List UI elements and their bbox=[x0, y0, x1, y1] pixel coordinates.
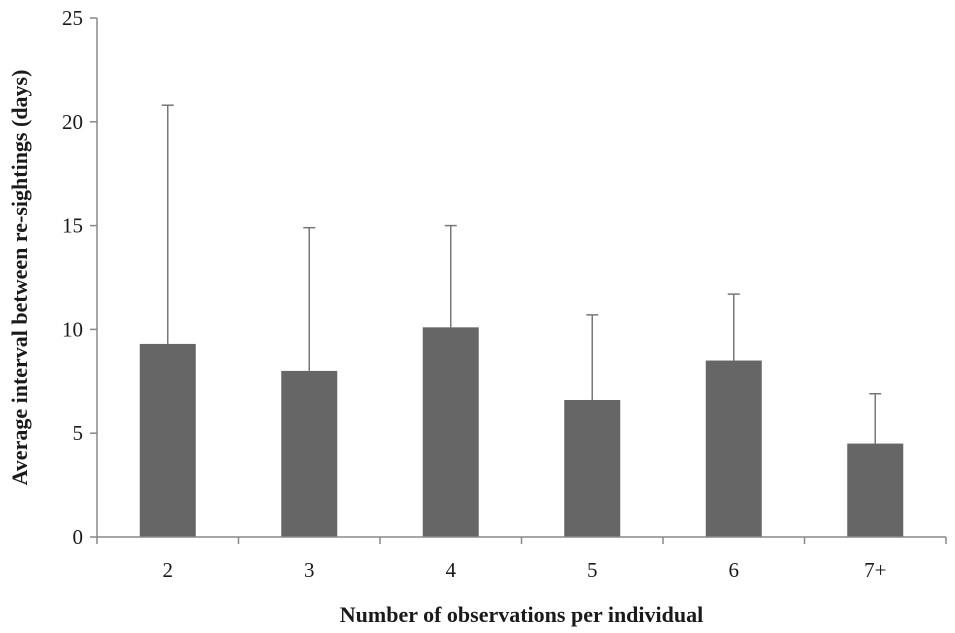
x-tick-label: 7+ bbox=[864, 558, 886, 582]
x-tick-label: 2 bbox=[163, 558, 174, 582]
bars bbox=[139, 327, 904, 537]
x-axis-title: Number of observations per individual bbox=[340, 602, 703, 627]
y-tick-label: 20 bbox=[62, 110, 83, 134]
axes bbox=[96, 18, 946, 538]
y-tick-label: 10 bbox=[62, 317, 83, 341]
x-tick-label: 3 bbox=[304, 558, 315, 582]
y-tick-label: 15 bbox=[62, 214, 83, 238]
bar bbox=[847, 443, 904, 537]
x-tick-label: 4 bbox=[446, 558, 457, 582]
y-tick-label: 0 bbox=[73, 525, 84, 549]
y-tick-label: 5 bbox=[73, 421, 84, 445]
y-axis-title: Average interval between re-sightings (d… bbox=[7, 70, 32, 486]
y-tick-label: 25 bbox=[62, 6, 83, 30]
x-ticks: 2 3 4 5 6 7+ bbox=[96, 537, 947, 582]
x-tick-label: 6 bbox=[729, 558, 740, 582]
x-tick-label: 5 bbox=[587, 558, 598, 582]
bar bbox=[139, 343, 196, 537]
bar bbox=[422, 327, 479, 537]
bar bbox=[564, 399, 621, 537]
y-ticks: 0 5 10 15 20 25 bbox=[62, 6, 97, 549]
bar bbox=[281, 370, 338, 537]
bar bbox=[705, 360, 762, 537]
error-bars bbox=[161, 104, 882, 444]
